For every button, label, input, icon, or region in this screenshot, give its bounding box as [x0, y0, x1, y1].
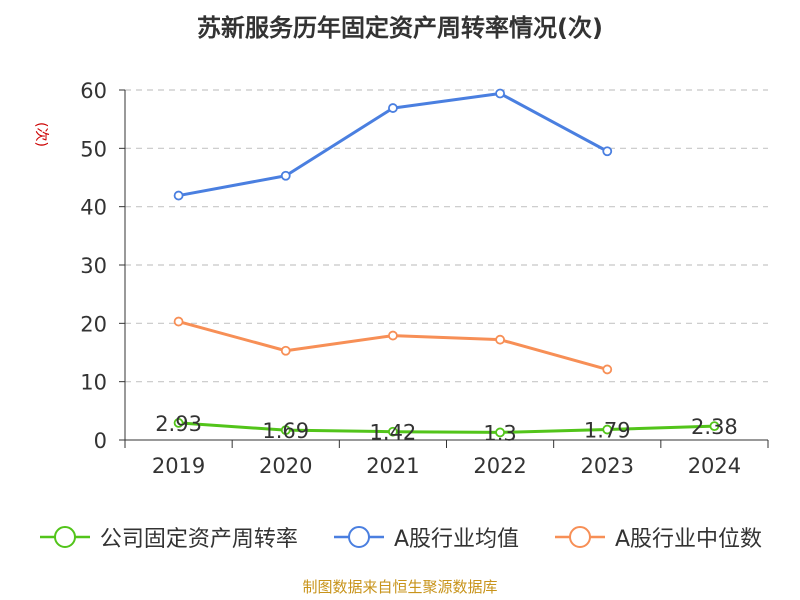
x-tick-label: 2024: [688, 454, 741, 478]
y-tick-label: 30: [80, 254, 107, 278]
data-point: [280, 425, 291, 436]
data-point: [173, 316, 184, 327]
y-tick-label: 0: [94, 429, 107, 453]
y-tick-label: 50: [80, 137, 107, 161]
data-label: 2.93: [155, 412, 202, 436]
source-note: 制图数据来自恒生聚源数据库: [302, 578, 498, 596]
data-point: [495, 88, 505, 99]
data-point: [388, 330, 398, 341]
legend-label: A股行业中位数: [615, 527, 763, 552]
data-label: 1.42: [370, 421, 417, 445]
data-point: [602, 146, 613, 157]
legend-item: A股行业均值: [332, 521, 519, 553]
x-tick-label: 2023: [581, 454, 634, 478]
legend-label: A股行业均值: [393, 527, 519, 552]
x-tick-label: 2021: [366, 454, 419, 478]
y-tick-label: 40: [80, 196, 107, 220]
series-line-2: [178, 320, 608, 371]
data-point: [495, 427, 505, 438]
data-point: [173, 418, 184, 428]
legend-swatch-icon: [333, 526, 384, 548]
legend: 公司固定资产周转率 A股行业均值 A股行业中位数: [0, 517, 800, 557]
x-tick-label: 2020: [259, 454, 312, 478]
data-label-layer: 2.93 1.69 1.42 1.3 1.79 2.38: [155, 412, 738, 446]
legend-item: A股行业中位数: [553, 521, 762, 553]
data-point: [388, 103, 398, 113]
data-point: [280, 345, 291, 356]
axis-layer: 0 10 20 30 40 50 60 2019 2020 2021 2022 2023 2024: [80, 79, 769, 478]
y-tick-label: 20: [80, 312, 107, 336]
data-label: 2.38: [691, 415, 738, 439]
data-label: 1.69: [262, 419, 309, 443]
x-tick-label: 2019: [152, 454, 205, 478]
data-point: [602, 364, 613, 375]
legend-item: 公司固定资产周转率: [38, 521, 298, 553]
data-label: 1.3: [483, 421, 516, 445]
series-layer: [173, 88, 720, 438]
data-point: [602, 424, 613, 435]
legend-label: 公司固定资产周转率: [99, 527, 298, 552]
data-point: [495, 334, 505, 345]
chart-title: 苏新服务历年固定资产周转率情况(次): [197, 14, 603, 42]
grid-layer: [125, 89, 768, 383]
x-tick-label: 2022: [473, 454, 526, 478]
y-tick-label: 10: [80, 371, 107, 395]
y-tick-label: 60: [80, 79, 107, 103]
legend-swatch-icon: [39, 526, 90, 548]
data-point: [709, 421, 720, 432]
data-label: 1.79: [584, 419, 631, 443]
legend-swatch-icon: [555, 526, 605, 548]
data-point: [173, 190, 184, 201]
data-point: [388, 426, 398, 437]
series-line-0: [178, 421, 715, 434]
data-point: [280, 170, 291, 181]
